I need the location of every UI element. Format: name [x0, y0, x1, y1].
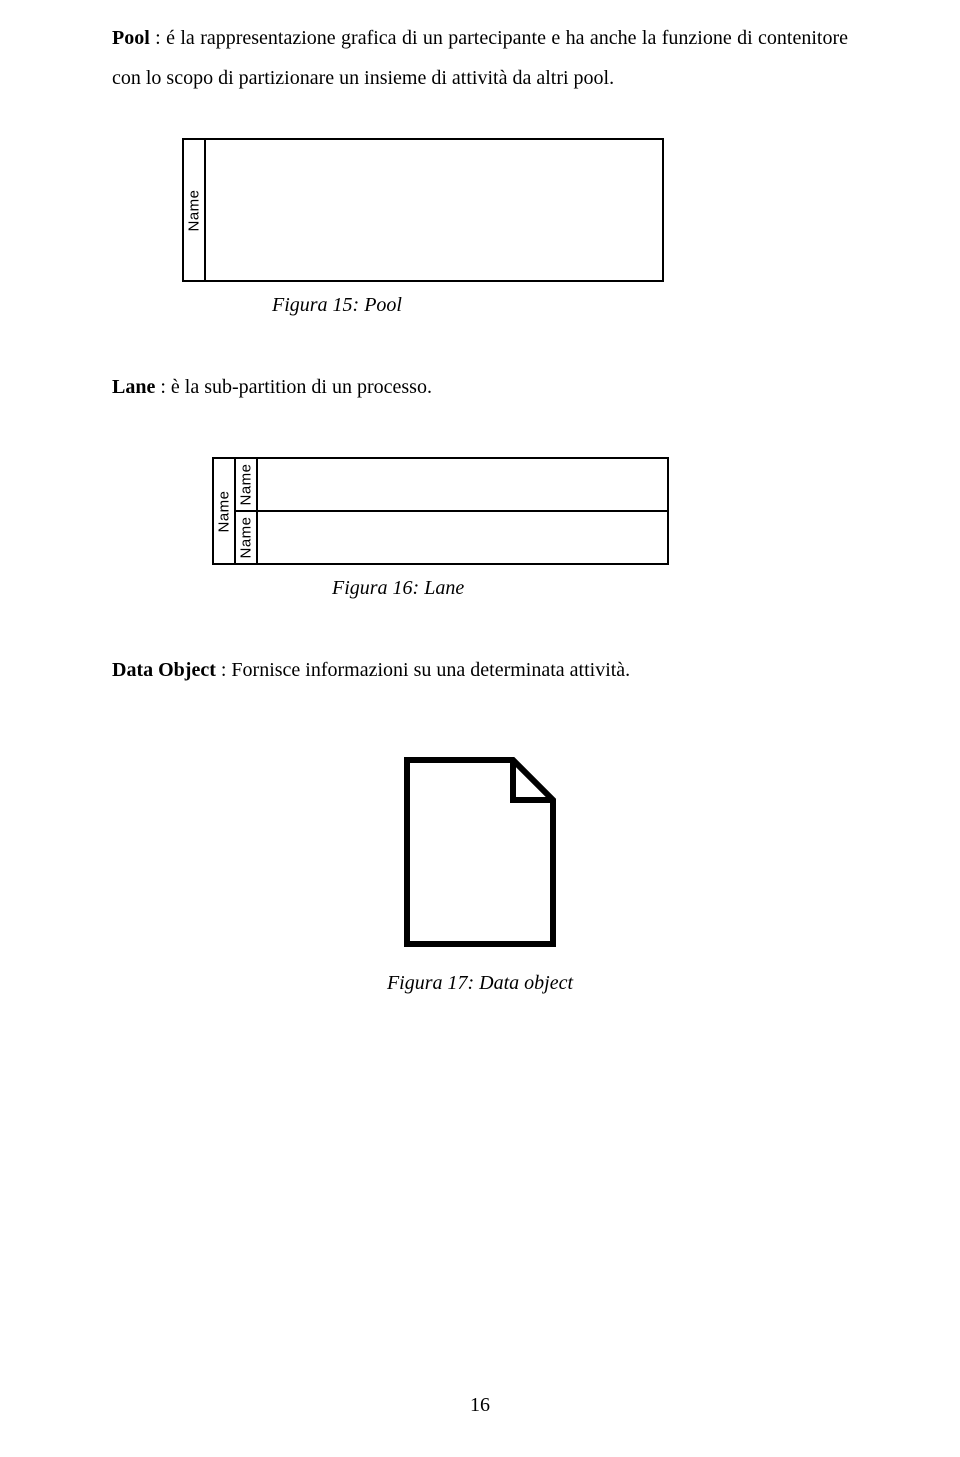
figure-17-caption: Figura 17: Data object — [112, 972, 848, 995]
lane-row-1-body — [258, 459, 667, 510]
pool-label-column: Name — [184, 140, 206, 280]
figure-16: Name Name Name Figura 16: Lane — [212, 457, 848, 600]
text-pool: : é la rappresentazione grafica di un pa… — [112, 27, 848, 89]
pool-diagram: Name — [182, 138, 664, 282]
pool-label: Name — [186, 189, 203, 231]
lane-diagram: Name Name Name — [212, 457, 669, 565]
lane-outer-label: Name — [216, 490, 233, 532]
figure-15: Name Figura 15: Pool — [182, 138, 848, 317]
lane-row-1-label-column: Name — [236, 459, 258, 510]
pool-body — [206, 140, 662, 280]
lane-row-2: Name — [236, 510, 667, 563]
paragraph-pool: Pool : é la rappresentazione grafica di … — [112, 18, 848, 98]
lane-row-2-label: Name — [238, 516, 255, 558]
text-data-object: : Fornisce informazioni su una determina… — [216, 659, 630, 681]
figure-16-caption: Figura 16: Lane — [332, 577, 848, 600]
paragraph-lane: Lane : è la sub-partition di un processo… — [112, 367, 848, 407]
page-number: 16 — [0, 1394, 960, 1417]
term-lane: Lane — [112, 376, 155, 398]
lane-row-1: Name — [236, 459, 667, 510]
page: Pool : é la rappresentazione grafica di … — [0, 0, 960, 1457]
lane-outer-label-column: Name — [214, 459, 236, 563]
figure-17: Figura 17: Data object — [112, 750, 848, 995]
lane-row-2-body — [258, 512, 667, 563]
lane-row-2-label-column: Name — [236, 512, 258, 563]
term-data-object: Data Object — [112, 659, 216, 681]
lane-row-1-label: Name — [238, 463, 255, 505]
lane-inner: Name Name — [236, 459, 667, 563]
paragraph-data-object: Data Object : Fornisce informazioni su u… — [112, 650, 848, 690]
data-object-icon — [397, 750, 563, 954]
figure-15-caption: Figura 15: Pool — [272, 294, 848, 317]
text-lane: : è la sub-partition di un processo. — [155, 376, 432, 398]
term-pool: Pool — [112, 27, 150, 49]
